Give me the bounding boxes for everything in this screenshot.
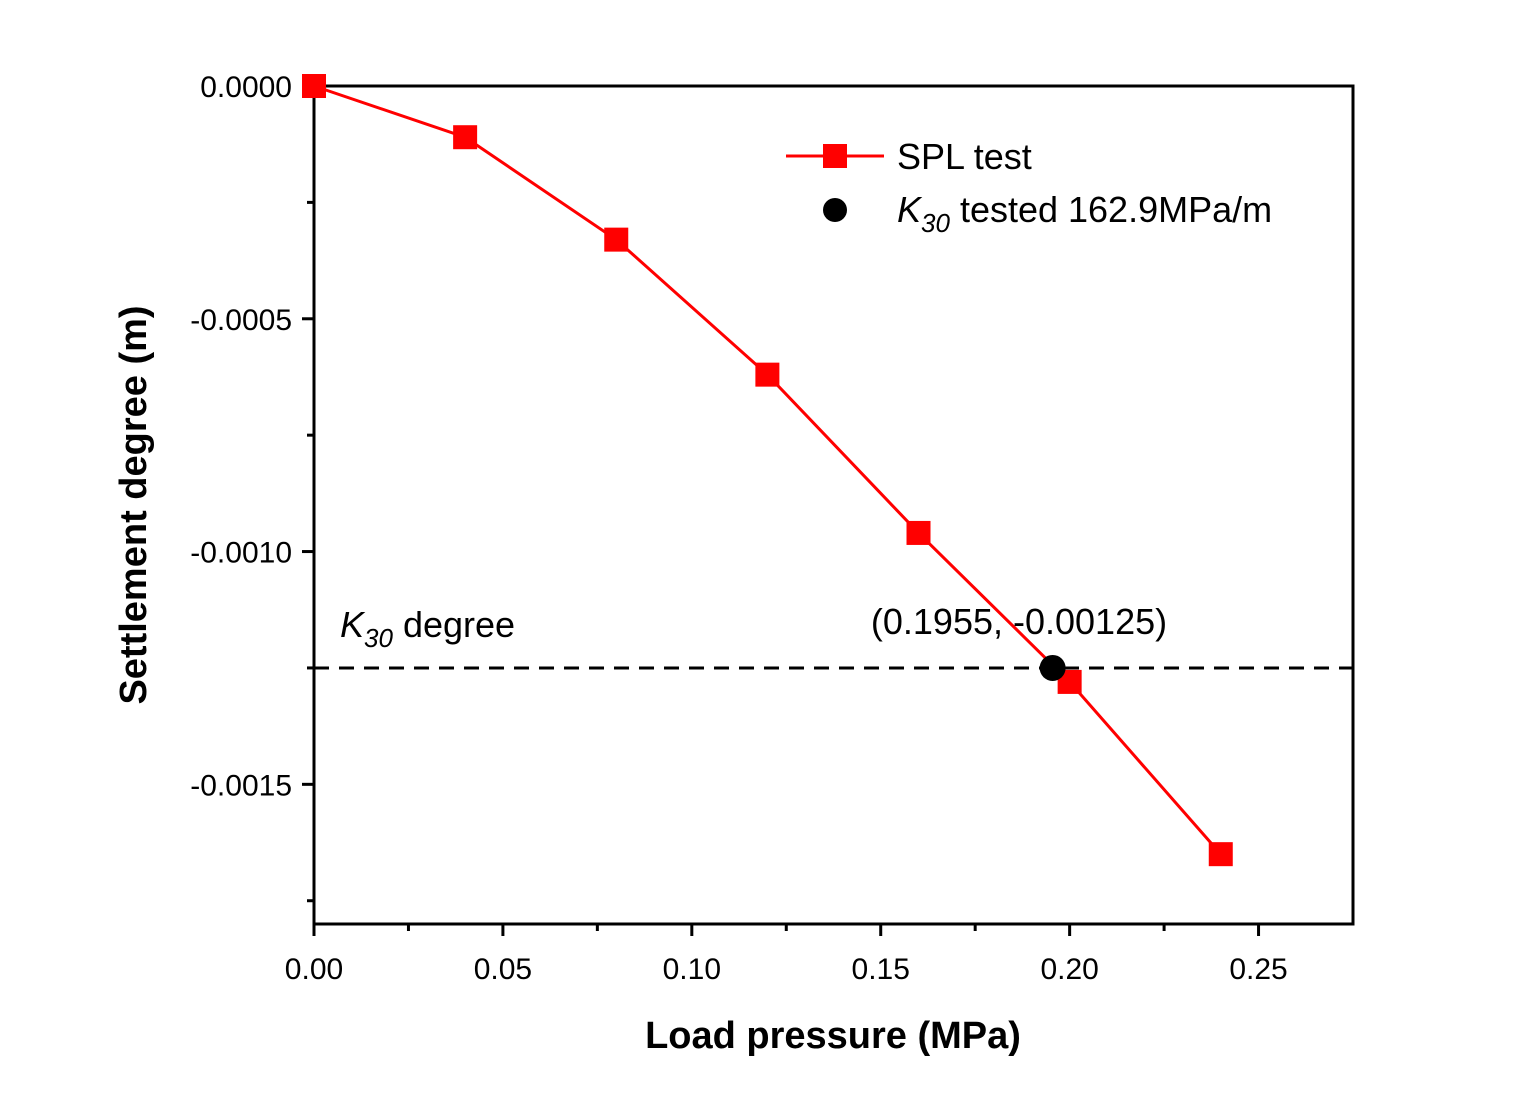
legend-k30-marker bbox=[823, 198, 847, 222]
legend-k30-label: K30 tested 162.9MPa/m bbox=[897, 189, 1272, 238]
data-point bbox=[755, 362, 780, 387]
axis-tick-labels: 0.00 0.05 0.10 0.15 0.20 0.25 0.0000 -0.0005 -0.… bbox=[190, 71, 1287, 986]
legend-spl-marker bbox=[823, 144, 847, 168]
series-group bbox=[302, 74, 1233, 867]
data-point bbox=[302, 74, 326, 98]
data-point bbox=[604, 227, 629, 252]
y-tick-label: -0.0015 bbox=[190, 769, 292, 802]
y-tick-label: 0.0000 bbox=[200, 71, 292, 104]
x-tick-label: 0.20 bbox=[1040, 953, 1098, 986]
y-tick-label: -0.0010 bbox=[190, 537, 292, 570]
k30-degree-label: K30 degree bbox=[340, 604, 515, 653]
x-tick-label: 0.05 bbox=[474, 953, 532, 986]
k30-highlight-point bbox=[1039, 654, 1066, 681]
x-axis-title: Load pressure (MPa) bbox=[645, 1015, 1021, 1057]
data-point bbox=[906, 520, 931, 545]
highlight-point-annotation: (0.1955, -0.00125) bbox=[871, 601, 1167, 642]
data-point bbox=[1208, 842, 1233, 867]
plot-frame bbox=[312, 84, 1355, 926]
x-tick-label: 0.00 bbox=[285, 953, 343, 986]
x-tick-label: 0.15 bbox=[852, 953, 910, 986]
legend-spl-label: SPL test bbox=[897, 136, 1032, 177]
x-tick-label: 0.25 bbox=[1229, 953, 1287, 986]
data-point bbox=[453, 125, 478, 150]
x-tick-label: 0.10 bbox=[663, 953, 721, 986]
y-tick-label: -0.0005 bbox=[190, 304, 292, 337]
legend: SPL test K30 tested 162.9MPa/m bbox=[786, 136, 1272, 238]
y-axis-title: Settlement degree (m) bbox=[113, 305, 155, 704]
